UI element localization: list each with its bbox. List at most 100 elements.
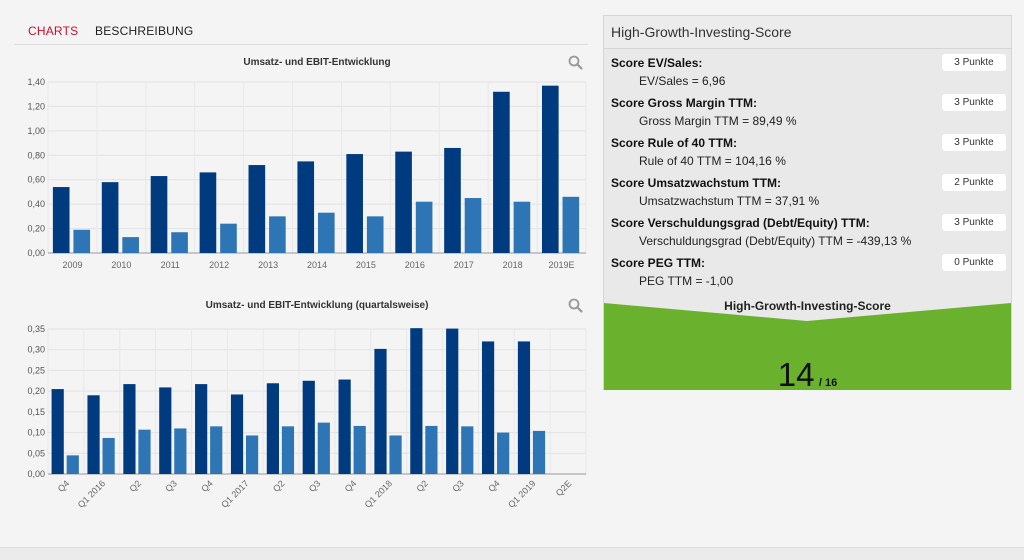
score-value: 14: [777, 356, 815, 393]
bar: [395, 151, 412, 253]
bar: [210, 426, 223, 474]
y-tick-label: 0,35: [27, 324, 45, 334]
points-badge: 3 Punkte: [942, 214, 1006, 231]
score-banner: [604, 303, 1011, 390]
bar: [195, 384, 208, 474]
score-row-label: Score Rule of 40 TTM:: [611, 136, 738, 150]
total-score: 14 / 16: [604, 356, 1011, 394]
bar: [101, 182, 119, 253]
score-row-label: Score Verschuldungsgrad (Debt/Equity) TT…: [611, 216, 870, 230]
bar: [415, 201, 433, 253]
bar: [102, 437, 115, 474]
bar: [302, 380, 315, 474]
bar: [87, 395, 100, 474]
bar: [338, 379, 351, 474]
y-tick-label: 0,25: [27, 365, 45, 375]
bar: [123, 384, 136, 474]
bar: [269, 216, 286, 253]
bar: [122, 237, 139, 253]
score-row: Score Gross Margin TTM: Gross Margin TTM…: [611, 94, 1006, 128]
x-tick-label: 2014: [307, 260, 327, 270]
x-tick-label: Q3: [450, 478, 466, 494]
bar: [532, 430, 546, 474]
x-tick-label: 2013: [258, 260, 278, 270]
bar: [230, 394, 244, 474]
score-row: Score EV/Sales: EV/Sales = 6,96 3 Punkte: [611, 54, 1006, 88]
bar: [159, 387, 172, 474]
y-tick-label: 0,60: [27, 175, 45, 185]
magnifier-icon[interactable]: [568, 55, 583, 70]
score-row: Score Verschuldungsgrad (Debt/Equity) TT…: [611, 214, 1006, 248]
y-tick-label: 0,00: [27, 248, 45, 258]
magnifier-icon[interactable]: [568, 298, 583, 313]
points-badge: 3 Punkte: [942, 134, 1006, 151]
magnifier-handle: [576, 63, 583, 70]
panel-title: High-Growth-Investing-Score: [604, 16, 1011, 49]
bar: [66, 455, 79, 474]
score-row-value: EV/Sales = 6,96: [639, 74, 726, 88]
tab-charts[interactable]: CHARTS: [28, 24, 79, 38]
magnifier-lens: [568, 55, 580, 67]
y-tick-label: 0,20: [27, 386, 45, 396]
score-max: / 16: [818, 377, 838, 389]
points-badge: 0 Punkte: [942, 254, 1006, 271]
bar: [73, 229, 91, 253]
y-tick-label: 1,20: [27, 101, 45, 111]
bar: [317, 212, 335, 253]
bar: [220, 223, 237, 253]
total-score-label: High-Growth-Investing-Score: [724, 299, 891, 313]
x-tick-label: 2010: [111, 260, 131, 270]
x-tick-label: Q2: [271, 478, 287, 494]
bar: [174, 428, 187, 474]
y-tick-label: 0,15: [27, 407, 45, 417]
bar: [171, 232, 188, 253]
bar: [150, 176, 168, 253]
points-badge: 3 Punkte: [942, 94, 1006, 111]
x-tick-label: Q1 2019: [506, 478, 537, 508]
bar: [497, 432, 510, 474]
bar: [266, 383, 279, 474]
score-row: Score PEG TTM: PEG TTM = -1,00 0 Punkte: [611, 254, 1006, 288]
bar: [245, 435, 259, 474]
x-tick-label: Q3: [307, 478, 323, 494]
bar: [389, 435, 402, 474]
bar: [444, 147, 461, 253]
score-row-label: Score Gross Margin TTM:: [611, 96, 758, 110]
points-badge: 3 Punkte: [942, 54, 1006, 71]
tab-beschreibung[interactable]: BESCHREIBUNG: [95, 24, 194, 38]
bar: [493, 91, 510, 253]
y-tick-label: 1,40: [27, 77, 45, 87]
magnifier-lens: [568, 298, 580, 310]
bar: [366, 216, 384, 253]
x-tick-label: 2016: [405, 260, 425, 270]
x-tick-label: 2009: [62, 260, 82, 270]
bar: [464, 198, 482, 253]
bar: [248, 165, 266, 253]
y-tick-label: 0,40: [27, 199, 45, 209]
x-tick-label: 2011: [161, 260, 180, 270]
bar: [517, 341, 531, 474]
bar: [317, 422, 330, 474]
x-tick-label: Q4: [486, 478, 502, 494]
bar: [374, 348, 387, 474]
bar: [461, 426, 474, 474]
bar: [346, 154, 363, 253]
bar: [52, 187, 70, 253]
bar: [410, 328, 423, 474]
score-row-value: Umsatzwachstum TTM = 37,91 %: [639, 194, 820, 208]
chart-title: Umsatz- und EBIT-Entwicklung: [243, 57, 390, 68]
bar: [425, 425, 438, 474]
x-tick-label: Q4: [343, 478, 359, 494]
bar: [446, 328, 459, 474]
x-tick-label: Q2: [128, 478, 144, 494]
score-row-value: Gross Margin TTM = 89,49 %: [639, 114, 797, 128]
y-tick-label: 0,80: [27, 150, 45, 160]
bar: [297, 161, 315, 253]
y-tick-label: 0,30: [27, 345, 45, 355]
bar: [481, 341, 495, 474]
annual-chart: Umsatz- und EBIT-Entwicklung 0,00 0,20 0,40…: [14, 50, 594, 280]
score-row-label: Score PEG TTM:: [611, 256, 706, 270]
score-panel: High-Growth-Investing-Score Score EV/Sal…: [603, 15, 1012, 393]
chart-title: Umsatz- und EBIT-Entwicklung (quartalswe…: [206, 300, 429, 311]
x-tick-label: Q4: [199, 478, 215, 494]
